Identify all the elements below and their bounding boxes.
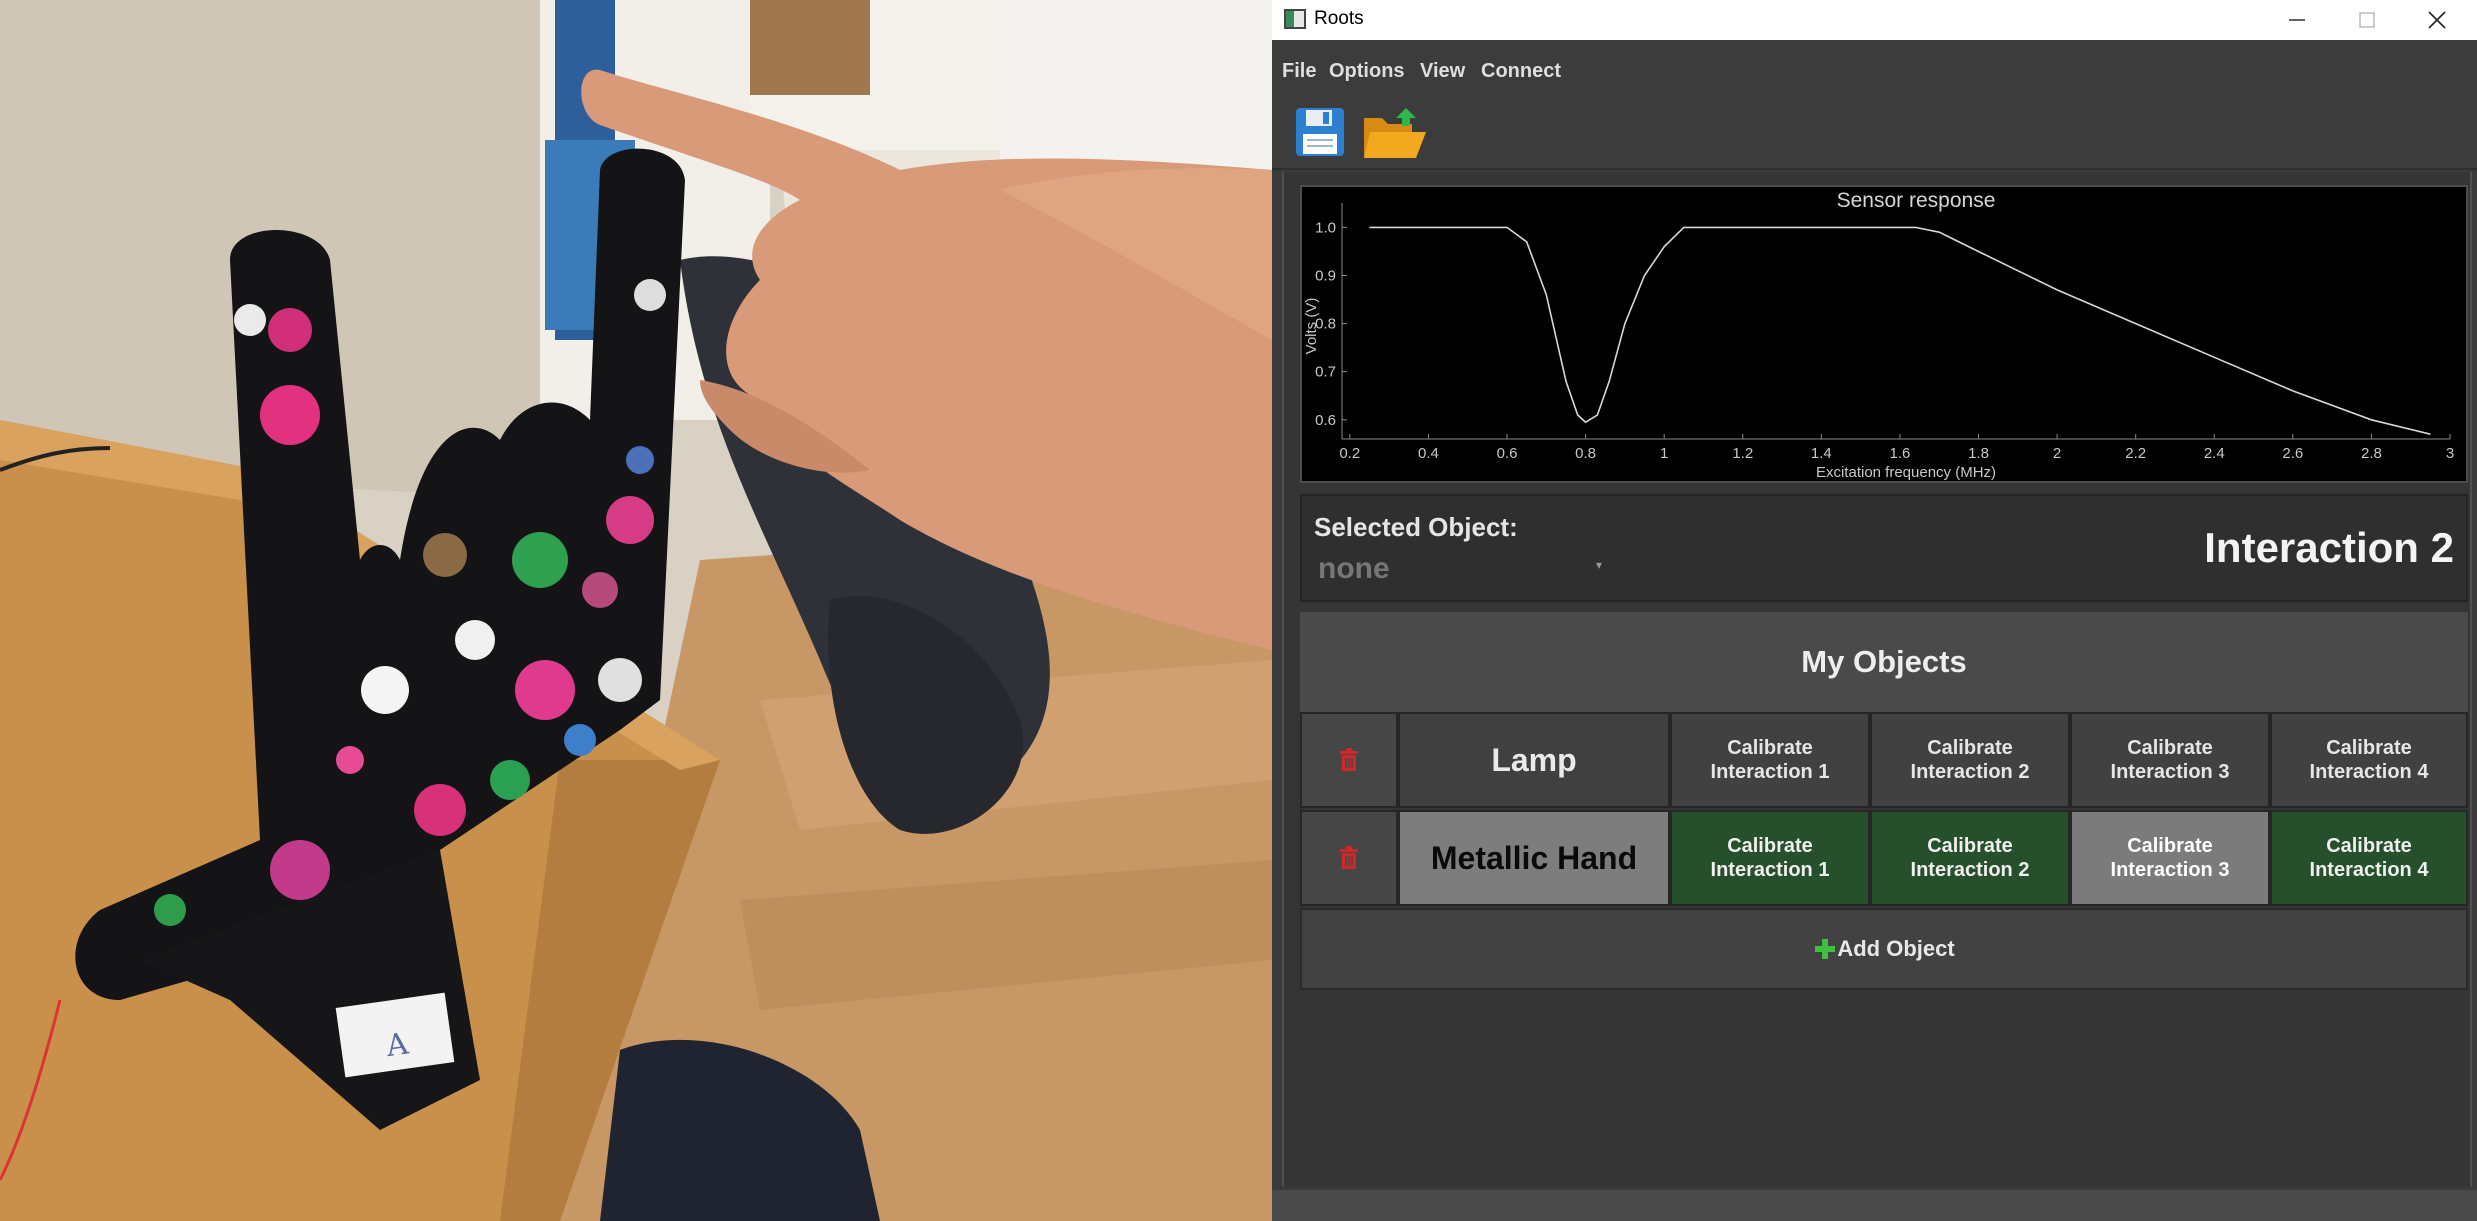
photo-scene: A: [0, 0, 1272, 1221]
menu-file[interactable]: File: [1282, 60, 1317, 82]
toolbar: [1272, 100, 2477, 170]
x-tick-label: 0.4: [1418, 445, 1439, 462]
x-tick-label: 1: [1660, 445, 1668, 462]
roots-window: Roots File Options View Connect: [1272, 0, 2477, 1221]
close-button[interactable]: [2402, 0, 2472, 40]
status-bar: [1272, 1190, 2477, 1221]
trash-icon: [1340, 846, 1358, 869]
x-tick-label: 3: [2446, 445, 2454, 462]
y-tick-label: 0.7: [1315, 364, 1336, 381]
app-icon: [1284, 9, 1306, 29]
calibrate-lamp-interaction-4[interactable]: Calibrate Interaction 4: [2270, 712, 2468, 808]
selected-object-value: none: [1318, 552, 1390, 585]
x-tick-label: 2.4: [2204, 445, 2225, 462]
calibrate-lamp-interaction-1[interactable]: Calibrate Interaction 1: [1670, 712, 1870, 808]
calibrate-metallic-hand-interaction-4[interactable]: Calibrate Interaction 4: [2270, 810, 2468, 906]
window-title: Roots: [1314, 8, 1364, 29]
x-tick-label: 0.2: [1339, 445, 1360, 462]
calibrate-metallic-hand-interaction-1[interactable]: Calibrate Interaction 1: [1670, 810, 1870, 906]
x-tick-label: 1.4: [1811, 445, 1832, 462]
selected-object-dropdown[interactable]: none ▾: [1314, 548, 1614, 588]
y-tick-label: 1.0: [1315, 219, 1336, 236]
maximize-icon: [2359, 12, 2375, 28]
open-folder-icon: [1364, 108, 1426, 158]
calibrate-lamp-interaction-2[interactable]: Calibrate Interaction 2: [1870, 712, 2070, 808]
floppy-disk-icon: [1296, 108, 1344, 156]
trash-icon: [1340, 748, 1358, 771]
selected-object-panel: Selected Object: none ▾ Interaction 2: [1300, 494, 2468, 602]
main-panel: Sensor response 0.2 0.4 0.6 0.8 1 1.2 1.4 1.6 1.8…: [1282, 172, 2472, 1187]
open-button[interactable]: [1362, 104, 1426, 164]
delete-metallic-hand-button[interactable]: [1300, 810, 1398, 906]
svg-text:A: A: [383, 1026, 411, 1064]
close-icon: [2428, 11, 2446, 29]
chart-title: Sensor response: [1837, 189, 1996, 212]
current-interaction: Interaction 2: [2204, 524, 2454, 571]
sensor-response-chart: Sensor response 0.2 0.4 0.6 0.8 1 1.2 1.4 1.6 1.8…: [1303, 189, 2454, 481]
object-name-metallic-hand[interactable]: Metallic Hand: [1398, 810, 1670, 906]
menu-connect[interactable]: Connect: [1481, 60, 1561, 82]
add-object-label: Add Object: [1837, 936, 1955, 961]
title-bar: Roots: [1272, 0, 2477, 40]
calibrate-lamp-interaction-3[interactable]: Calibrate Interaction 3: [2070, 712, 2270, 808]
x-tick-label: 2: [2053, 445, 2061, 462]
plus-icon: [1815, 939, 1836, 959]
x-tick-label: 2.8: [2361, 445, 2382, 462]
selected-object-label: Selected Object:: [1314, 512, 1518, 542]
add-object-button[interactable]: Add Object: [1300, 908, 2468, 990]
y-tick-label: 0.9: [1315, 268, 1336, 285]
x-tick-label: 1.2: [1732, 445, 1753, 462]
delete-lamp-button[interactable]: [1300, 712, 1398, 808]
x-tick-label: 2.2: [2125, 445, 2146, 462]
maximize-button[interactable]: [2332, 0, 2402, 40]
my-objects-header: My Objects: [1300, 612, 2468, 712]
object-row-lamp: Lamp Calibrate Interaction 1 Calibrate Int…: [1300, 712, 2468, 808]
y-tick-label: 0.6: [1315, 412, 1336, 429]
chevron-down-icon: ▾: [1596, 558, 1603, 572]
x-tick-label: 1.6: [1889, 445, 1910, 462]
x-tick-label: 2.6: [2282, 445, 2303, 462]
object-name-lamp[interactable]: Lamp: [1398, 712, 1670, 808]
calibrate-metallic-hand-interaction-3[interactable]: Calibrate Interaction 3: [2070, 810, 2270, 906]
x-axis-label: Excitation frequency (MHz): [1816, 464, 1996, 481]
minimize-icon: [2289, 19, 2305, 21]
save-button[interactable]: [1292, 104, 1354, 164]
x-tick-label: 0.6: [1497, 445, 1518, 462]
menu-bar: File Options View Connect: [1272, 40, 2477, 100]
sensor-response-plot: Sensor response 0.2 0.4 0.6 0.8 1 1.2 1.4 1.6 1.8…: [1300, 185, 2468, 483]
menu-view[interactable]: View: [1420, 60, 1466, 82]
y-tick-label: 0.8: [1315, 316, 1336, 333]
sensor-response-line: [1369, 226, 2431, 435]
x-tick-label: 0.8: [1575, 445, 1596, 462]
minimize-button[interactable]: [2262, 0, 2332, 40]
my-objects-title: My Objects: [1801, 644, 1967, 679]
x-tick-label: 1.8: [1968, 445, 1989, 462]
camera-photo: A: [0, 0, 1272, 1221]
menu-options[interactable]: Options: [1329, 60, 1405, 82]
calibrate-metallic-hand-interaction-2[interactable]: Calibrate Interaction 2: [1870, 810, 2070, 906]
y-axis-label: Volts (V): [1303, 298, 1320, 355]
object-row-metallic-hand: Metallic Hand Calibrate Interaction 1 Cal…: [1300, 810, 2468, 906]
